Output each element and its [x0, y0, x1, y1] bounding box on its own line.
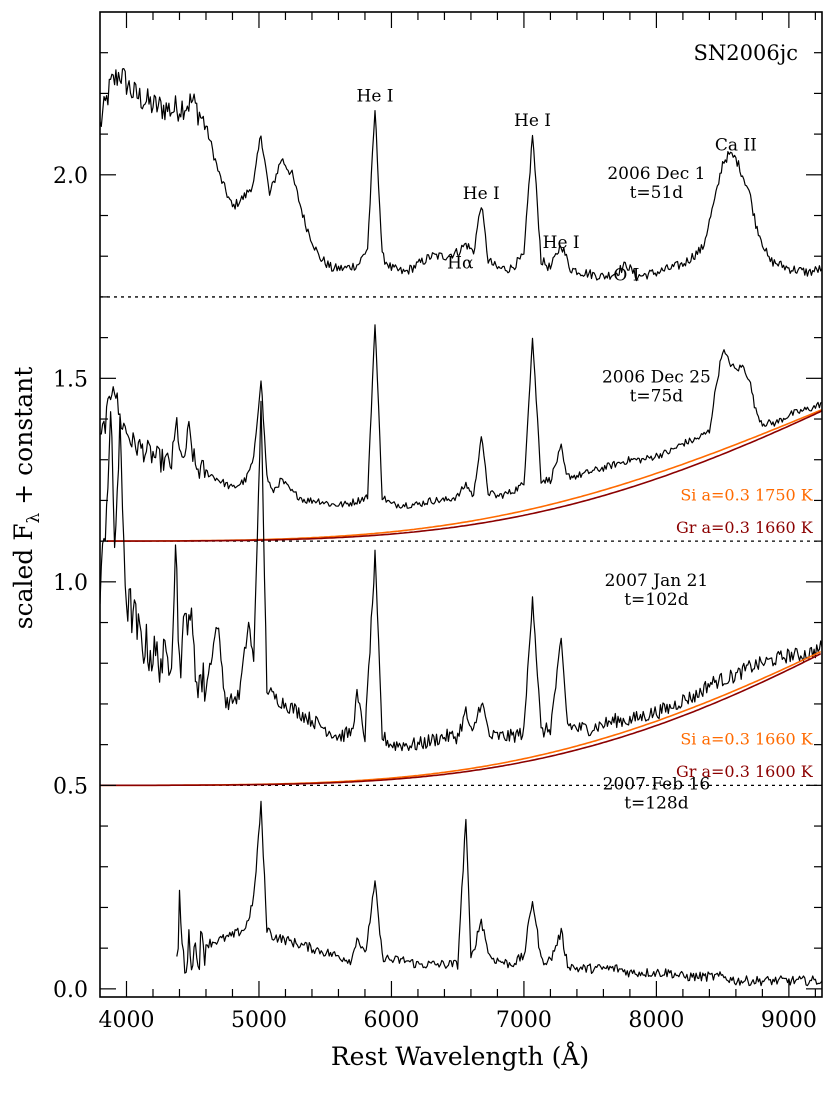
y-axis-title-main: scaled F [9, 523, 38, 629]
plot-area [99, 11, 823, 998]
plot-frame [99, 11, 823, 998]
y-tick-label-3: 1.5 [53, 367, 88, 392]
x-tick-label-2: 6000 [363, 1008, 419, 1033]
phase-label-2: t=102d [624, 590, 689, 610]
epoch-label-0: 2006 Dec 1 [607, 164, 705, 184]
model-label-1-1: Gr a=0.3 1660 K [676, 518, 814, 537]
chart-title: SN2006jc [694, 41, 798, 65]
line-id-label-1: He I [463, 184, 500, 204]
model-label-2-0: Si a=0.3 1660 K [680, 730, 813, 749]
phase-label-3: t=128d [624, 793, 689, 813]
phase-label-0: t=51d [630, 183, 684, 203]
line-id-label-0: He I [357, 87, 394, 107]
y-tick-label-2: 1.0 [53, 571, 88, 596]
epoch-label-3: 2007 Feb 16 [603, 774, 711, 794]
line-id-label-3: He I [543, 233, 580, 253]
x-tick-label-5: 9000 [761, 1008, 817, 1033]
annotations: SN2006jc Rest Wavelength (Å) scaled Fλ +… [9, 41, 817, 1071]
y-tick-label-4: 2.0 [53, 164, 88, 189]
x-tick-label-1: 5000 [231, 1008, 287, 1033]
y-axis-title: scaled Fλ + constant [9, 367, 44, 630]
line-id-label-4: Hα [447, 253, 474, 273]
y-axis-title-tail: + constant [9, 367, 38, 513]
epoch-label-2: 2007 Jan 21 [605, 571, 709, 591]
line-id-label-6: Ca II [715, 135, 757, 155]
dust-model-1-1 [106, 410, 822, 542]
y-axis-title-subscript: λ [24, 512, 44, 523]
model-label-1-0: Si a=0.3 1750 K [680, 485, 813, 504]
y-tick-label-0: 0.0 [53, 978, 88, 1003]
line-id-label-2: He I [514, 111, 551, 131]
spectrum-2 [100, 400, 822, 752]
epoch-label-1: 2006 Dec 25 [602, 367, 711, 387]
dust-model-2-1 [100, 652, 822, 787]
plot-clip-group [100, 68, 822, 987]
line-id-label-5: O I [613, 266, 639, 286]
y-tick-label-1: 0.5 [53, 774, 88, 799]
spectrum-1 [100, 324, 822, 509]
x-tick-label-3: 7000 [496, 1008, 552, 1033]
x-axis-title: Rest Wavelength (Å) [331, 1041, 589, 1071]
spectrum-3 [176, 800, 822, 987]
model-label-2-1: Gr a=0.3 1600 K [676, 762, 814, 781]
x-tick-label-4: 8000 [628, 1008, 684, 1033]
x-tick-label-0: 4000 [98, 1008, 154, 1033]
phase-label-1: t=75d [630, 386, 684, 406]
spectrum-0 [100, 68, 822, 282]
